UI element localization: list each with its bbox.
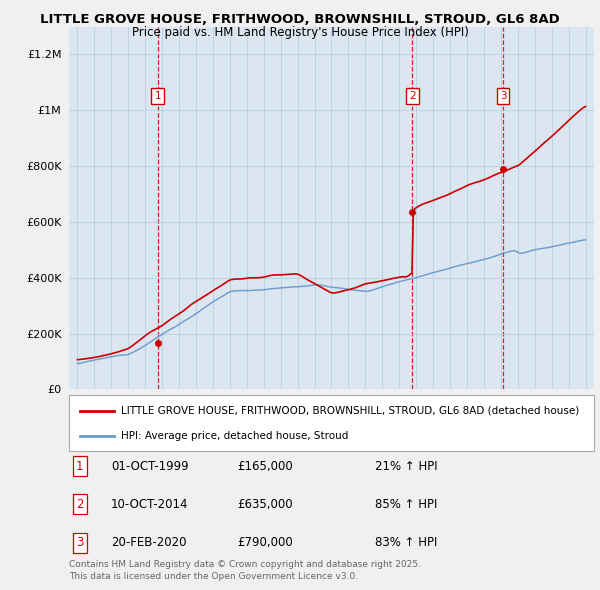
- Text: 1: 1: [76, 460, 83, 473]
- Text: £165,000: £165,000: [237, 460, 293, 473]
- Text: Price paid vs. HM Land Registry's House Price Index (HPI): Price paid vs. HM Land Registry's House …: [131, 26, 469, 39]
- Text: 21% ↑ HPI: 21% ↑ HPI: [375, 460, 437, 473]
- Text: £790,000: £790,000: [237, 536, 293, 549]
- Text: LITTLE GROVE HOUSE, FRITHWOOD, BROWNSHILL, STROUD, GL6 8AD (detached house): LITTLE GROVE HOUSE, FRITHWOOD, BROWNSHIL…: [121, 406, 580, 416]
- Text: 3: 3: [500, 91, 506, 101]
- Text: 85% ↑ HPI: 85% ↑ HPI: [375, 498, 437, 511]
- Text: 2: 2: [76, 498, 83, 511]
- Text: 20-FEB-2020: 20-FEB-2020: [111, 536, 187, 549]
- Text: 01-OCT-1999: 01-OCT-1999: [111, 460, 188, 473]
- Text: 83% ↑ HPI: 83% ↑ HPI: [375, 536, 437, 549]
- Text: 1: 1: [155, 91, 161, 101]
- Text: £635,000: £635,000: [237, 498, 293, 511]
- Text: LITTLE GROVE HOUSE, FRITHWOOD, BROWNSHILL, STROUD, GL6 8AD: LITTLE GROVE HOUSE, FRITHWOOD, BROWNSHIL…: [40, 13, 560, 26]
- Text: 2: 2: [409, 91, 416, 101]
- Text: Contains HM Land Registry data © Crown copyright and database right 2025.
This d: Contains HM Land Registry data © Crown c…: [69, 560, 421, 581]
- Text: 3: 3: [76, 536, 83, 549]
- Text: 10-OCT-2014: 10-OCT-2014: [111, 498, 188, 511]
- Text: HPI: Average price, detached house, Stroud: HPI: Average price, detached house, Stro…: [121, 431, 349, 441]
